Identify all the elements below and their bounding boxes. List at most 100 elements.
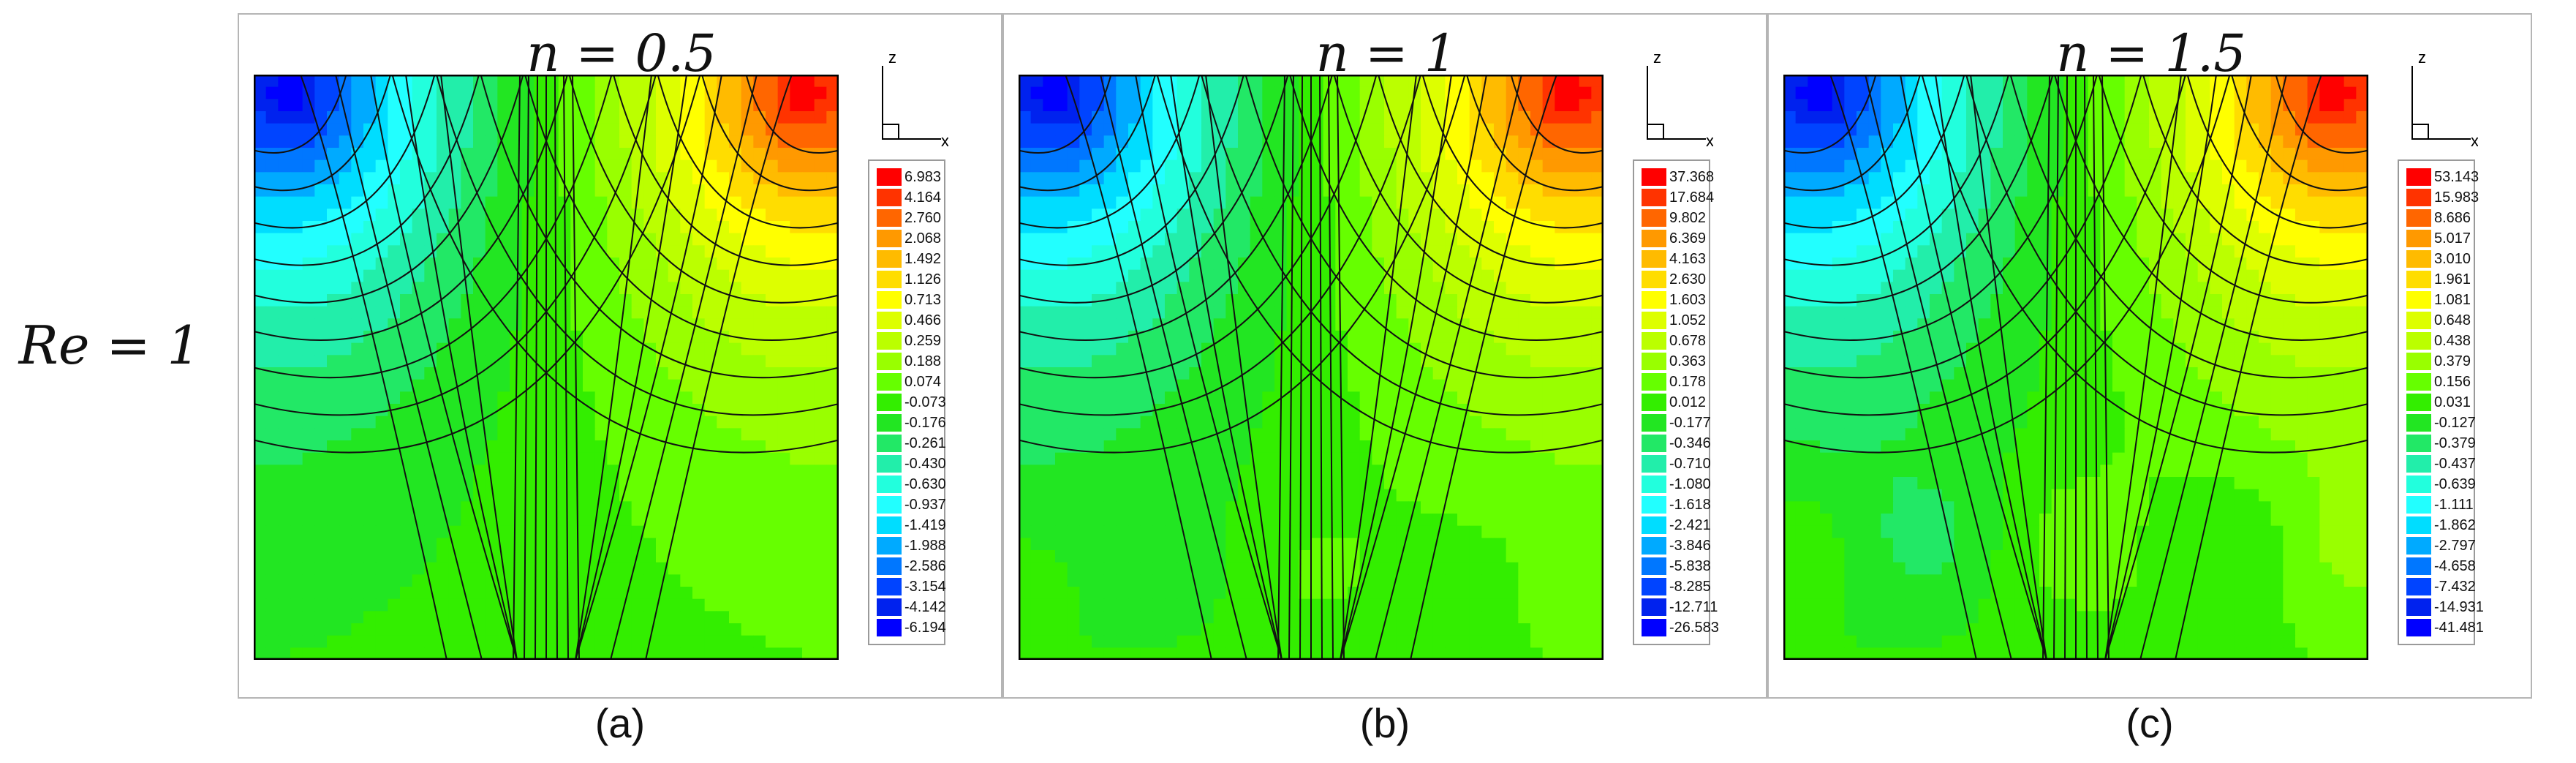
- contour-cell: [1857, 86, 1870, 99]
- contour-cell: [1579, 148, 1592, 161]
- contour-cell: [1201, 135, 1215, 149]
- contour-cell: [485, 331, 498, 344]
- legend-label: -1.419: [904, 517, 946, 533]
- contour-cell: [668, 331, 681, 344]
- contour-cell: [766, 525, 779, 538]
- contour-cell: [1274, 538, 1288, 551]
- contour-cell: [643, 623, 657, 636]
- contour-cell: [1579, 282, 1592, 295]
- contour-cell: [717, 111, 730, 124]
- contour-cell: [1299, 416, 1312, 429]
- contour-cell: [729, 647, 742, 660]
- contour-cell: [254, 465, 267, 478]
- contour-cell: [619, 501, 632, 514]
- contour-cell: [692, 574, 706, 587]
- contour-cell: [1591, 550, 1604, 563]
- contour-cell: [766, 538, 779, 551]
- contour-cell: [424, 623, 437, 636]
- contour-cell: [1481, 172, 1495, 185]
- contour-cell: [1567, 465, 1580, 478]
- contour-line: [405, 75, 518, 660]
- contour-cell: [1591, 623, 1604, 636]
- contour-cell: [1250, 123, 1263, 136]
- contour-cell: [619, 233, 632, 246]
- contour-cell: [1384, 598, 1397, 612]
- contour-cell: [1421, 501, 1434, 514]
- contour-cell: [314, 416, 328, 429]
- contour-cell: [1530, 269, 1544, 282]
- contour-cell: [1469, 416, 1482, 429]
- contour-cell: [1128, 355, 1141, 368]
- contour-cell: [1518, 367, 1531, 380]
- contour-cell: [1457, 489, 1470, 502]
- contour-cell: [412, 245, 425, 258]
- contour-cell: [1323, 318, 1336, 331]
- contour-cell: [1408, 562, 1421, 575]
- contour-cell: [1348, 416, 1361, 429]
- contour-cell: [1323, 550, 1336, 563]
- contour-cell: [1201, 269, 1215, 282]
- contour-cell: [1432, 367, 1446, 380]
- contour-cell: [570, 538, 583, 551]
- contour-cell: [254, 269, 267, 282]
- contour-cell: [1396, 75, 1409, 88]
- contour-cell: [1067, 514, 1080, 527]
- contour-cell: [1043, 538, 1056, 551]
- contour-cell: [485, 379, 498, 392]
- contour-cell: [1079, 159, 1092, 173]
- contour-cell: [339, 514, 352, 527]
- contour-cell: [1176, 587, 1190, 600]
- contour-cell: [741, 647, 754, 660]
- contour-cell: [766, 514, 779, 527]
- contour-cell: [680, 294, 693, 307]
- contour-cell: [680, 647, 693, 660]
- contour-cell: [521, 465, 535, 478]
- contour-cell: [424, 135, 437, 149]
- contour-cell: [327, 647, 340, 660]
- contour-cell: [1555, 404, 1568, 417]
- contour-cell: [1262, 501, 1275, 514]
- contour-cell: [1494, 391, 1507, 405]
- contour-cell: [534, 562, 547, 575]
- contour-cell: [826, 355, 839, 368]
- contour-cell: [302, 318, 315, 331]
- contour-cell: [766, 269, 779, 282]
- contour-cell: [607, 318, 620, 331]
- contour-line: [1410, 75, 1557, 660]
- contour-cell: [1432, 647, 1446, 660]
- contour-cell: [1067, 355, 1080, 368]
- contour-cell: [1555, 647, 1568, 660]
- legend-entry: -0.710: [1634, 455, 1712, 473]
- contour-cell: [265, 440, 279, 454]
- contour-cell: [1201, 574, 1215, 587]
- contour-cell: [1530, 208, 1544, 222]
- contour-cell: [1542, 452, 1555, 465]
- contour-cell: [1372, 647, 1385, 660]
- contour-cell: [1019, 501, 1032, 514]
- contour-cell: [278, 342, 291, 356]
- contour-cell: [1506, 318, 1519, 331]
- contour-cell: [717, 294, 730, 307]
- contour-cell: [1165, 159, 1178, 173]
- contour-cell: [814, 221, 827, 234]
- contour-cell: [1238, 159, 1251, 173]
- contour-cell: [1201, 172, 1215, 185]
- legend-swatch: [1642, 189, 1666, 206]
- contour-cell: [473, 428, 486, 441]
- contour-cell: [1323, 391, 1336, 405]
- contour-cell: [1067, 428, 1080, 441]
- contour-cell: [1384, 525, 1397, 538]
- contour-cell: [1457, 598, 1470, 612]
- contour-cell: [583, 99, 596, 112]
- contour-cell: [1055, 367, 1068, 380]
- contour-cell: [327, 123, 340, 136]
- contour-cell: [1905, 86, 1918, 99]
- contour-cell: [339, 148, 352, 161]
- contour-cell: [741, 148, 754, 161]
- contour-cell: [1165, 269, 1178, 282]
- contour-cell: [278, 465, 291, 478]
- contour-cell: [656, 269, 669, 282]
- contour-cell: [583, 404, 596, 417]
- contour-cell: [583, 465, 596, 478]
- contour-cell: [1408, 452, 1421, 465]
